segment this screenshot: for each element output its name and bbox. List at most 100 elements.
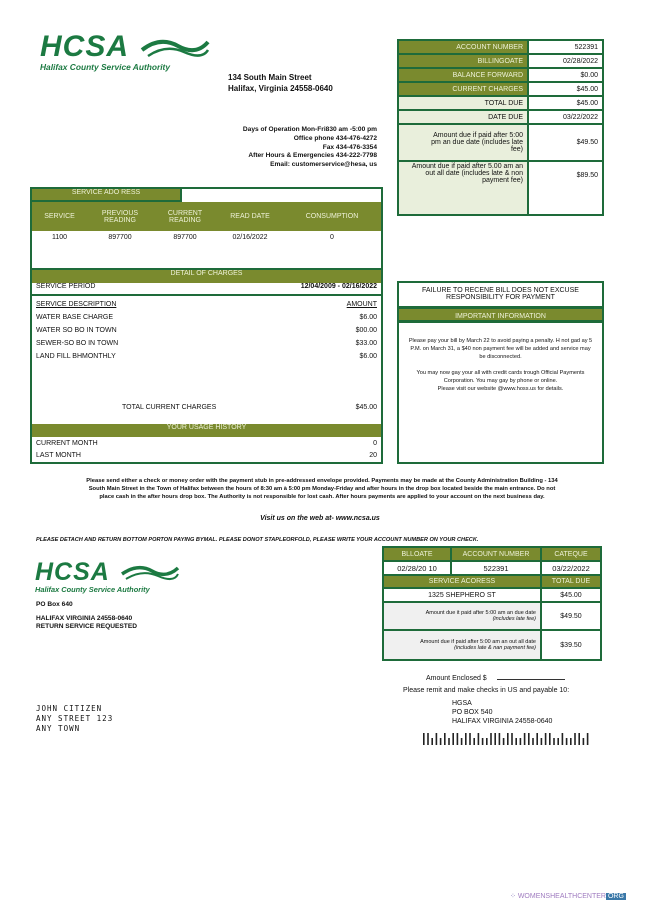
barcode-bar: [431, 738, 433, 745]
barcode-bar: [456, 733, 459, 745]
info-text: You may now gay your all with credit car…: [416, 369, 585, 384]
late-amount: $49.50: [527, 123, 604, 162]
contact-info: Days of Operation Mon-Fri830 am -5:00 pm…: [243, 126, 377, 170]
current-charges: $45.00: [527, 81, 604, 97]
barcode-bar: [498, 733, 501, 745]
col-header: SERVICE: [44, 213, 75, 220]
period-value: 12/04/2009 - 02/16/2022: [300, 283, 377, 290]
balance-forward: $0.00: [527, 67, 604, 83]
dots-icon: ⁘: [510, 893, 516, 900]
service-address-label: SERVICE ADO RESS: [32, 189, 182, 202]
previous-reading: 897700: [108, 234, 132, 241]
email: Email: customerservice@hesa, us: [270, 161, 377, 169]
barcode-bar: [570, 738, 572, 745]
failure-notice: FAILURE TO RECENE BILL DOES NOT EXCUSE R…: [397, 281, 604, 308]
detach-instructions: PLEASE DETACH AND RETURN BOTTOM PORTON P…: [36, 537, 479, 543]
company-address: 134 South Main Street Halifax, Virginia …: [228, 72, 333, 94]
barcode-bar: [565, 738, 568, 745]
col-header: SERVICE ACORESS: [382, 574, 542, 589]
barcode-bar: [502, 738, 505, 745]
customer-town: ANY TOWN: [36, 724, 81, 733]
label: Amount due if paid after 5:00 pm an due …: [397, 123, 529, 162]
readings-header: SERVICE PREVIOUS READING CURRENT READING…: [32, 202, 381, 231]
total-row: TOTAL CURRENT CHARGES $45.00: [122, 404, 377, 411]
barcode-bar: [574, 733, 576, 745]
readings-row: 1100 897700 897700 02/16/2022 0: [32, 231, 381, 270]
barcode-bar: [578, 733, 580, 745]
usage-row: LAST MONTH 20: [36, 452, 377, 459]
payment-instructions: Please send either a check or money orde…: [86, 478, 558, 500]
po-box: PO Box 640: [36, 601, 73, 608]
period-label: SERVICE PERIOD: [36, 283, 96, 290]
logo-text: HCSA: [35, 558, 110, 586]
return-address: PO Box 640 HALIFAX VIRGINIA 24558-0640 R…: [36, 601, 137, 631]
barcode-bar: [536, 733, 538, 745]
account-number: 522391: [450, 560, 542, 576]
wave-icon: [121, 565, 180, 580]
amount-enclosed-field[interactable]: [496, 679, 565, 680]
barcode-bar: [481, 738, 484, 745]
label: TOTAL DUE: [397, 95, 529, 111]
barcode-bar: [561, 733, 564, 745]
non-payment-amount: $39.50: [540, 629, 602, 661]
phone: Office phone 434-476-4272: [293, 134, 377, 142]
barcode-bar: [523, 733, 526, 745]
important-info-title: IMPORTANT INFORMATION: [397, 307, 604, 322]
non-payment-amount: $89.50: [527, 160, 604, 216]
barcode-bar: [469, 733, 471, 745]
barcode-bar: [494, 733, 496, 745]
charge-item: LAND FILL BHMONTHLY $6.00: [36, 353, 377, 360]
charges-list: SERVICE DESCRIPTION AMOUNT WATER BASE CHA…: [32, 296, 381, 424]
col-header: CURRENT READING: [167, 209, 203, 224]
remit-instructions: Please remit and make checks in US and p…: [403, 687, 570, 694]
service-address: 1325 SHEPHERO ST: [382, 587, 542, 603]
customer-street: ANY STREET 123: [36, 714, 114, 723]
emergency-phone: After Hours & Emergencies 434-222-7798: [248, 152, 377, 160]
account-summary: ACCOUNT NUMBER 522391 BILLINGOATE 02/28/20…: [397, 39, 604, 216]
label: Amount due if paid after 5.00 am an out …: [397, 160, 529, 216]
label: BILLINGOATE: [397, 53, 529, 69]
barcode-bar: [507, 733, 509, 745]
label: ACCOUNT NUMBER: [397, 39, 529, 55]
logo-subtitle: Halifax County Service Authority: [35, 585, 150, 594]
col-header: TOTAL DUE: [540, 574, 602, 589]
logo: HCSA Halifax County Service Authority: [40, 30, 210, 72]
website-link[interactable]: Visit us on the web at- www.ncsa.us: [260, 515, 380, 522]
total-due: $45.00: [527, 95, 604, 111]
barcode-bar: [452, 733, 454, 745]
barcode-bar: [553, 738, 555, 745]
late-amount: $49.50: [540, 601, 602, 631]
barcode-bar: [582, 738, 585, 745]
logo-text: HCSA: [40, 30, 130, 63]
late-label: Amount due it paid after 5:00 am an due …: [425, 610, 536, 616]
barcode-bar: [557, 738, 559, 745]
customer-address: JOHN CITIZEN ANY STREET 123 ANY TOWN: [36, 704, 113, 734]
stub-logo: HCSA Halifax County Service Authority: [35, 558, 180, 594]
remit-address: HGSA PO BOX 540 HALIFAX VIRGINIA 24558-064…: [452, 700, 553, 725]
barcode-bar: [460, 738, 463, 745]
col-header: CATEQUE: [540, 546, 602, 562]
col-header: ACCOUNT NUMBER: [450, 546, 542, 562]
barcode-bar: [490, 733, 492, 745]
total-due: $45.00: [540, 587, 602, 603]
info-text: Please pay your bill by March 22 to avoi…: [408, 338, 593, 361]
billing-date: 02/28/2022: [527, 53, 604, 69]
due-date: 03/22/2022: [540, 560, 602, 576]
barcode-bar: [540, 738, 543, 745]
service-address-value: [182, 189, 381, 202]
label: BALANCE FORWARD: [397, 67, 529, 83]
address-line: Halifax, Virginia 24558-0640: [228, 84, 333, 93]
charges-title: DETAIL OF CHARGES: [32, 270, 381, 283]
logo-subtitle: Halifax County Service Authority: [40, 62, 170, 72]
barcode-bar: [473, 738, 475, 745]
barcode-bar: [544, 733, 547, 745]
fax: Fax 434-476-3354: [322, 143, 377, 151]
address-line: 134 South Main Street: [228, 73, 312, 82]
bill-date: 02/28/20 10: [382, 560, 452, 576]
barcode-bar: [511, 733, 513, 745]
read-date: 02/16/2022: [232, 234, 268, 241]
col-header: PREVIOUS READING: [101, 209, 139, 224]
col-header: BLLOATE: [382, 546, 452, 562]
postal-barcode: [423, 733, 589, 745]
non-payment-note: (includes late & nan payment fee): [454, 645, 536, 651]
